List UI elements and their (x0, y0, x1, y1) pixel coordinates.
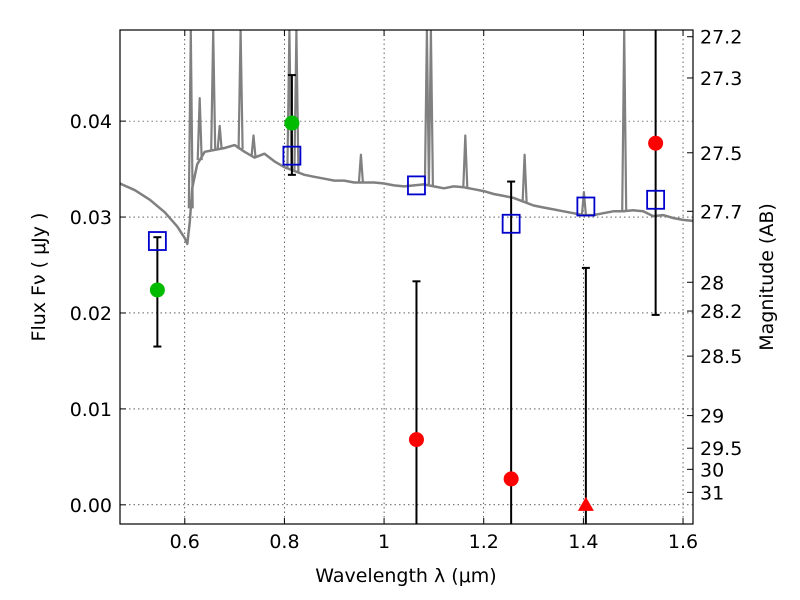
right-tick-label: 28 (700, 272, 724, 294)
right-tick-label: 27.3 (700, 68, 742, 90)
model-photometry-square (501, 213, 521, 234)
x-axis-label: Wavelength λ (μm) (315, 565, 496, 587)
non-detection-point (648, 135, 664, 151)
x-tick-label: 0.6 (170, 531, 200, 553)
right-tick-label: 27.5 (700, 143, 742, 165)
right-tick-label: 29 (700, 406, 724, 428)
right-tick-label: 30 (700, 459, 724, 481)
y-tick-label: 0.03 (70, 207, 112, 229)
x-tick-label: 1.4 (568, 531, 598, 553)
error-bars (153, 30, 660, 524)
emission-line (187, 30, 194, 209)
emission-line (237, 30, 244, 150)
emission-line (250, 134, 257, 158)
model-photometry-square (147, 231, 167, 251)
detection-point (149, 282, 165, 298)
y-tick-label: 0.00 (70, 495, 112, 517)
model-photometry-square (407, 175, 426, 196)
model-photometry-square (646, 189, 666, 210)
x-axis: 0.6 0.8 1 1.2 1.4 1.6 (170, 30, 698, 553)
emission-line (580, 191, 587, 216)
right-tick-label: 31 (700, 482, 724, 504)
x-tick-label: 1.2 (469, 531, 499, 553)
emission-line (621, 30, 628, 212)
non-detection-point (408, 432, 424, 448)
emission-line (210, 30, 217, 151)
emission-line (521, 153, 528, 203)
upper-limit-triangle (577, 496, 594, 511)
y-axis: 0.00 0.01 0.02 0.03 0.04 (70, 111, 126, 517)
x-tick-label: 1.6 (668, 531, 698, 553)
plot-frame (119, 29, 694, 525)
model-photometry-square (282, 145, 302, 166)
non-detection-point (503, 471, 519, 487)
grid (120, 30, 693, 524)
detection-point (284, 115, 300, 131)
markers (147, 115, 666, 511)
x-tick-label: 1 (378, 531, 390, 553)
right-axis-label: Magnitude (AB) (756, 203, 778, 351)
y-tick-label: 0.02 (70, 303, 112, 325)
y-axis-label: Flux Fν ( μJy ) (28, 213, 50, 342)
model-photometry-square (576, 196, 596, 217)
x-tick-label: 0.8 (269, 531, 299, 553)
y-tick-label: 0.01 (70, 399, 112, 421)
emission-line (462, 134, 469, 188)
plot-area (120, 30, 693, 246)
emission-line (357, 153, 364, 183)
emission-line (427, 30, 434, 186)
y-tick-label: 0.04 (70, 111, 112, 133)
emission-line (423, 30, 430, 186)
right-tick-label: 28.2 (700, 301, 742, 323)
right-tick-label: 28.5 (700, 346, 742, 368)
right-tick-label: 27.2 (700, 27, 742, 49)
right-tick-label: 27.7 (700, 201, 742, 223)
emission-line (196, 97, 203, 161)
emission-line (216, 124, 223, 149)
right-tick-label: 29.5 (700, 438, 742, 460)
